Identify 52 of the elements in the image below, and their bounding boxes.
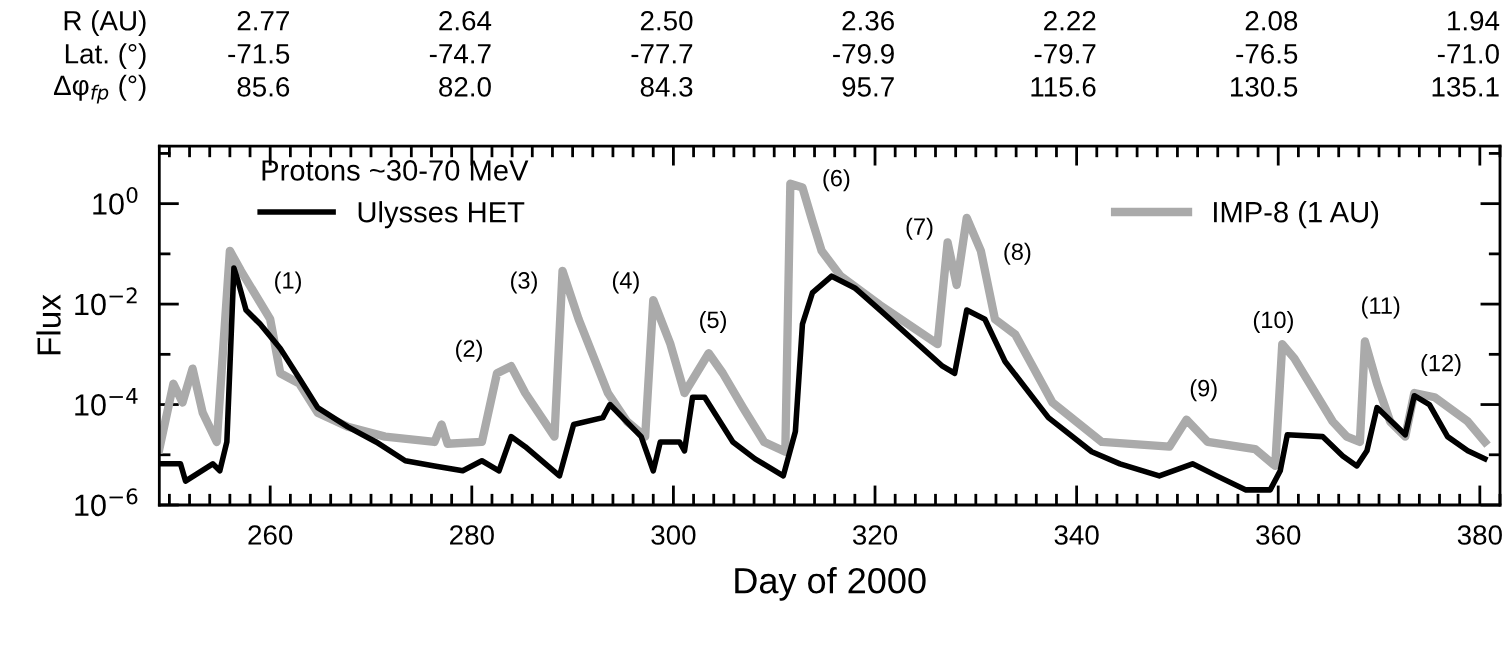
text: 85.6 — [237, 77, 290, 97]
x-tick-label: 260 — [248, 525, 293, 545]
text: -79.7 — [1034, 43, 1096, 64]
annotation: (6) — [823, 169, 850, 192]
annotation: (1) — [275, 271, 301, 294]
x-tick-label: 340 — [1054, 525, 1099, 545]
annotation: (9) — [1190, 379, 1217, 402]
y-tick-label: 10$^{−2}$ — [75, 287, 137, 316]
text: -77.7 — [631, 44, 693, 64]
x-tick-label: 280 — [450, 525, 494, 545]
annotation: (5) — [700, 310, 726, 333]
x-tick-label: 320 — [852, 525, 898, 545]
y-axis-title: Flux — [36, 294, 61, 355]
text: -71.0 — [1437, 43, 1499, 64]
text: 82.0 — [439, 77, 491, 97]
annotation: (12) — [1421, 354, 1461, 377]
text: 1.94 — [1448, 10, 1500, 31]
text: R (AU) — [64, 10, 146, 37]
legend-title: Protons ~30-70 MeV — [262, 160, 529, 181]
x-tick-label: 360 — [1256, 525, 1301, 545]
y-tick-label: 10$^{−6}$ — [75, 488, 138, 517]
annotation: (3) — [511, 271, 537, 294]
annotation: (2) — [456, 339, 482, 362]
text: 84.3 — [640, 77, 693, 97]
text: -79.9 — [833, 43, 894, 64]
y-tick-label: 10$^{−4}$ — [75, 388, 138, 416]
text: Δφ$_{fp}$ (°) — [53, 74, 146, 104]
annotation: (11) — [1362, 296, 1400, 319]
x-tick-label: 300 — [651, 525, 696, 545]
text: 135.1 — [1432, 77, 1499, 97]
text: 2.08 — [1245, 10, 1298, 31]
annotation: (10) — [1253, 310, 1293, 333]
x-axis-title: Day of 2000 — [735, 567, 926, 601]
text: 2.77 — [237, 10, 289, 31]
text: 2.64 — [439, 10, 492, 31]
x-tick-label: 380 — [1457, 525, 1502, 545]
text: 115.6 — [1031, 77, 1096, 97]
legend-label: IMP-8 (1 AU) — [1214, 201, 1379, 229]
legend-label: Ulysses HET — [358, 201, 525, 229]
text: -71.5 — [228, 44, 290, 64]
text: 2.50 — [640, 10, 693, 31]
annotation: (7) — [906, 217, 933, 240]
text: -76.5 — [1236, 43, 1298, 64]
text: 95.7 — [842, 77, 894, 97]
y-tick-label: 10$^{0}$ — [93, 186, 138, 215]
text: Lat. (°) — [65, 43, 146, 70]
text: 130.5 — [1231, 77, 1298, 97]
text: -74.7 — [429, 44, 491, 64]
annotation: (4) — [612, 271, 639, 294]
text: 2.36 — [842, 10, 894, 31]
annotation: (8) — [1004, 242, 1031, 265]
text: 2.22 — [1044, 10, 1096, 31]
